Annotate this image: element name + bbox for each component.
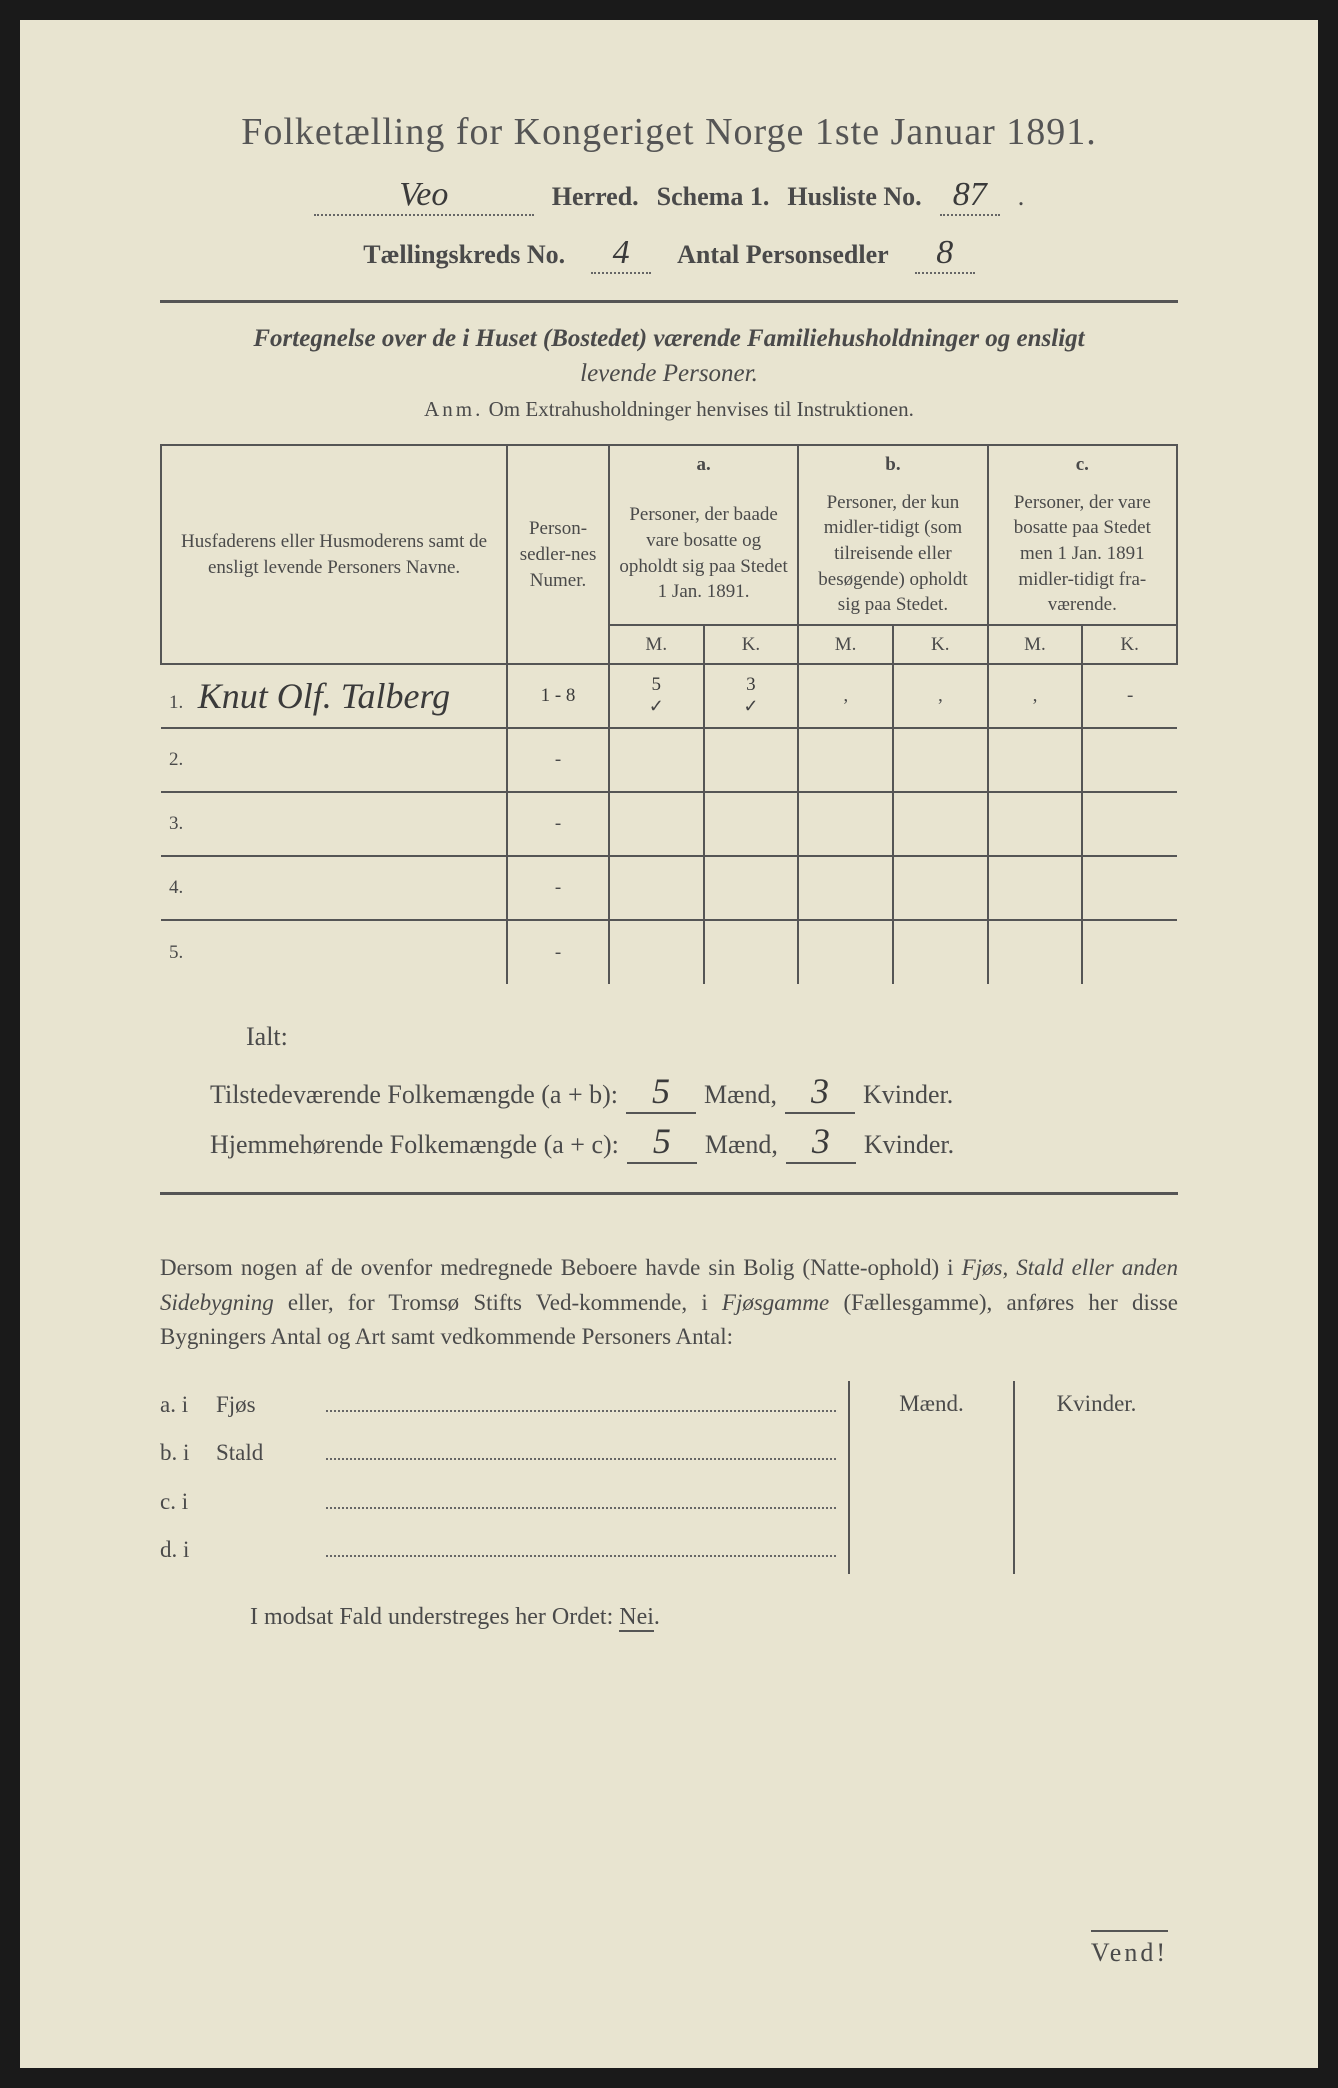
col-b-header: Personer, der kun midler-tidigt (som til… [798,484,987,625]
kreds-value: 4 [613,234,630,271]
table-row: 2. - [161,728,1177,792]
sum1-m-field: 5 [626,1070,696,1114]
subtitle-line1: Fortegnelse over de i Huset (Bostedet) v… [253,325,1084,352]
vend-label: Vend! [1091,1930,1168,1968]
maend-label: Mænd, [704,1080,777,1110]
nei-line: I modsat Fald understreges her Ordet: Ne… [250,1604,1178,1631]
anm-label: Anm. [424,397,483,421]
dot: . [1018,182,1025,212]
form-content: Folketælling for Kongeriget Norge 1ste J… [160,110,1178,1631]
table-row: 5. - [161,920,1177,984]
header-row-1: Veo Herred. Schema 1. Husliste No. 87. [160,176,1178,216]
table-row: 1. Knut Olf. Talberg 1 - 8 5✓ 3✓ ‚ ‚ ‚ - [161,664,1177,728]
kreds-label: Tællingskreds No. [363,240,565,270]
col-num-header: Person-sedler-nes Numer. [507,445,609,664]
sum2-k-field: 3 [786,1120,856,1164]
maend-label: Mænd, [705,1130,778,1160]
divider-1 [160,300,1178,303]
husliste-value: 87 [953,176,987,213]
kvinder-col: Kvinder. [1015,1381,1178,1574]
herred-label: Herred. [552,182,639,212]
header-row-2: Tællingskreds No. 4 Antal Personsedler 8 [160,234,1178,274]
lower-row-b: b. iStald [160,1429,836,1477]
maend-col: Mænd. [850,1381,1015,1574]
table-row: 3. - [161,792,1177,856]
lower-right: Mænd. Kvinder. [848,1381,1178,1574]
sum2-label: Hjemmehørende Folkemængde (a + c): [210,1130,619,1160]
sum1-k-field: 3 [785,1070,855,1114]
col-name-header: Husfaderens eller Husmoderens samt de en… [161,445,507,664]
c-k: K. [1082,625,1177,665]
col-a-letter: a. [609,445,798,484]
divider-2 [160,1192,1178,1195]
subtitle-line2: levende Personer. [580,360,758,387]
sum-line-1: Tilstedeværende Folkemængde (a + b): 5 M… [210,1070,1178,1114]
schema-label: Schema 1. [657,182,770,212]
husliste-field: 87 [940,176,1000,216]
lower-row-c: c. i [160,1478,836,1526]
anm-text: Om Extrahusholdninger henvises til Instr… [489,397,914,421]
col-b-letter: b. [798,445,987,484]
table-row: 4. - [161,856,1177,920]
col-c-letter: c. [988,445,1177,484]
subtitle: Fortegnelse over de i Huset (Bostedet) v… [160,321,1178,391]
ialt-label: Ialt: [246,1022,1178,1052]
table-head: Husfaderens eller Husmoderens samt de en… [161,445,1177,664]
personsedler-field: 8 [915,234,975,274]
husliste-label: Husliste No. [787,182,921,212]
a-m: M. [609,625,704,665]
table-body: 1. Knut Olf. Talberg 1 - 8 5✓ 3✓ ‚ ‚ ‚ -… [161,664,1177,984]
herred-field: Veo [314,176,534,216]
paragraph: Dersom nogen af de ovenfor medregnede Be… [160,1251,1178,1355]
sum2-m-field: 5 [627,1120,697,1164]
lower-block: a. iFjøs b. iStald c. i d. i Mænd. Kvind… [160,1381,1178,1574]
personsedler-value: 8 [936,234,953,271]
col-c-header: Personer, der vare bosatte paa Stedet me… [988,484,1177,625]
lower-row-d: d. i [160,1526,836,1574]
c-m: M. [988,625,1083,665]
col-a-header: Personer, der baade vare bosatte og opho… [609,484,798,625]
household-table: Husfaderens eller Husmoderens samt de en… [160,444,1178,984]
a-k: K. [704,625,799,665]
anm-note: Anm. Om Extrahusholdninger henvises til … [160,397,1178,422]
lower-left: a. iFjøs b. iStald c. i d. i [160,1381,848,1574]
census-form-page: Folketælling for Kongeriget Norge 1ste J… [20,20,1318,2068]
page-title: Folketælling for Kongeriget Norge 1ste J… [160,110,1178,154]
sum1-label: Tilstedeværende Folkemængde (a + b): [210,1080,618,1110]
sum-line-2: Hjemmehørende Folkemængde (a + c): 5 Mæn… [210,1120,1178,1164]
personsedler-label: Antal Personsedler [677,240,889,270]
kreds-field: 4 [591,234,651,274]
b-k: K. [893,625,988,665]
b-m: M. [798,625,893,665]
kvinder-label: Kvinder. [863,1080,953,1110]
kvinder-label: Kvinder. [864,1130,954,1160]
herred-value: Veo [399,176,448,213]
lower-row-a: a. iFjøs [160,1381,836,1429]
